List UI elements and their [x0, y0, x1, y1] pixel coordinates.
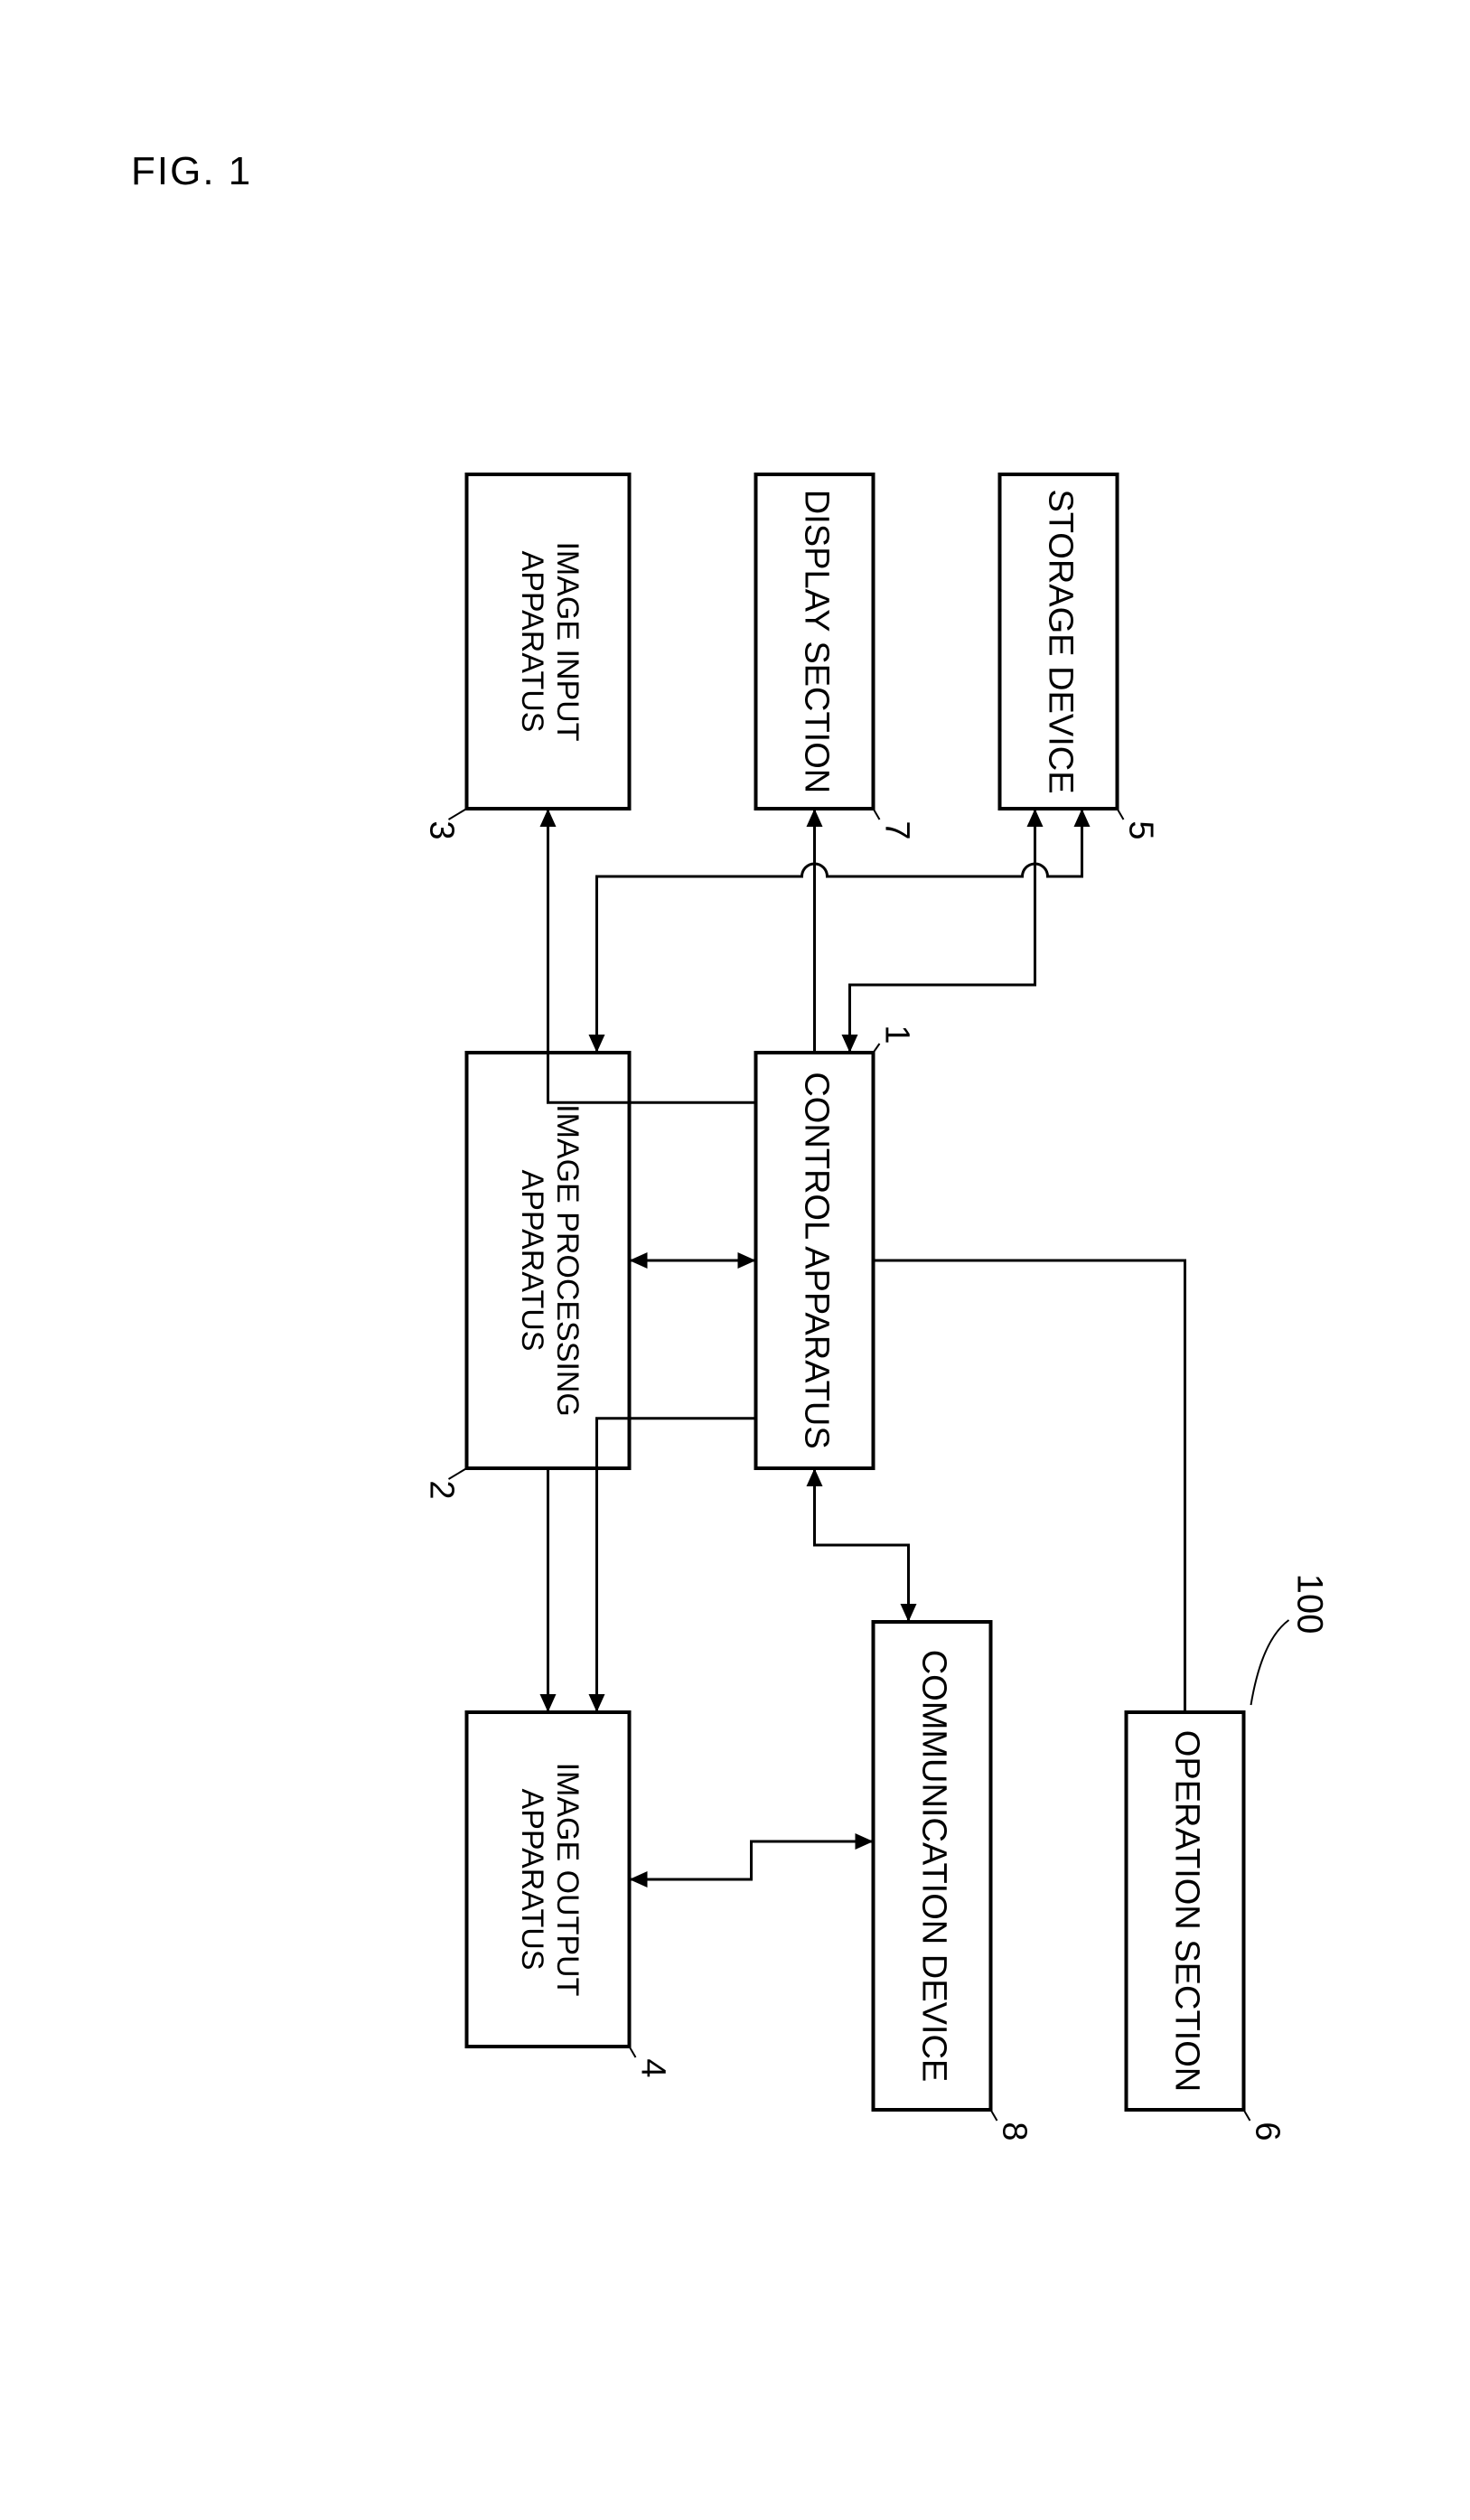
ref-num-8: 8	[995, 2122, 1033, 2141]
block-diagram: CONTROL APPARATUSIMAGE PROCESSINGAPPARAT…	[123, 267, 1352, 2254]
edge-control-storage	[849, 809, 1035, 1053]
box-comm-label: COMMUNICATION DEVICE	[914, 1649, 952, 2082]
edge-comm-imgoutput	[629, 1841, 873, 1879]
box-imgoutput-label: IMAGE OUTPUT	[550, 1762, 585, 1996]
page: FIG. 1 CONTROL APPARATUS IMAGE PROCESSING…	[0, 0, 1470, 2520]
box-operation-label: OPERATION SECTION	[1167, 1729, 1205, 2091]
box-imginput-label: APPARATUS	[514, 550, 548, 732]
box-storage-label: STORAGE DEVICE	[1041, 489, 1079, 793]
leader-6	[1243, 2110, 1250, 2121]
box-display-label: DISPLAY SECTION	[797, 489, 835, 792]
ref-num-100: 100	[1289, 1573, 1329, 1634]
ref-num-7: 7	[877, 820, 915, 839]
edge-control-comm	[814, 1468, 908, 1622]
box-control-label: CONTROL APPARATUS	[797, 1072, 835, 1448]
leader-7	[873, 809, 879, 820]
figure-label: FIG. 1	[131, 149, 252, 194]
box-imgoutput-label: APPARATUS	[514, 1788, 548, 1970]
ref-num-3: 3	[422, 820, 460, 839]
ref-num-2: 2	[422, 1480, 460, 1499]
leader-3	[448, 809, 466, 820]
ref-num-4: 4	[633, 2058, 671, 2077]
box-imginput-label: IMAGE INPUT	[550, 541, 585, 741]
ref-num-6: 6	[1248, 2122, 1286, 2141]
ref-num-1: 1	[877, 1025, 915, 1044]
leader-5	[1117, 809, 1123, 820]
leader-8	[990, 2110, 997, 2121]
leader-2	[448, 1468, 466, 1479]
leader-4	[629, 2047, 635, 2057]
ref-num-5: 5	[1121, 820, 1159, 839]
edge-imgproc-storage	[596, 809, 1081, 1053]
leader-1	[873, 1044, 879, 1053]
diagram-wrapper: CONTROL APPARATUSIMAGE PROCESSINGAPPARAT…	[118, 267, 1352, 2254]
leader-100	[1250, 1620, 1288, 1705]
box-imgproc-label: IMAGE PROCESSING	[550, 1104, 585, 1417]
box-imgproc-label: APPARATUS	[514, 1169, 548, 1351]
